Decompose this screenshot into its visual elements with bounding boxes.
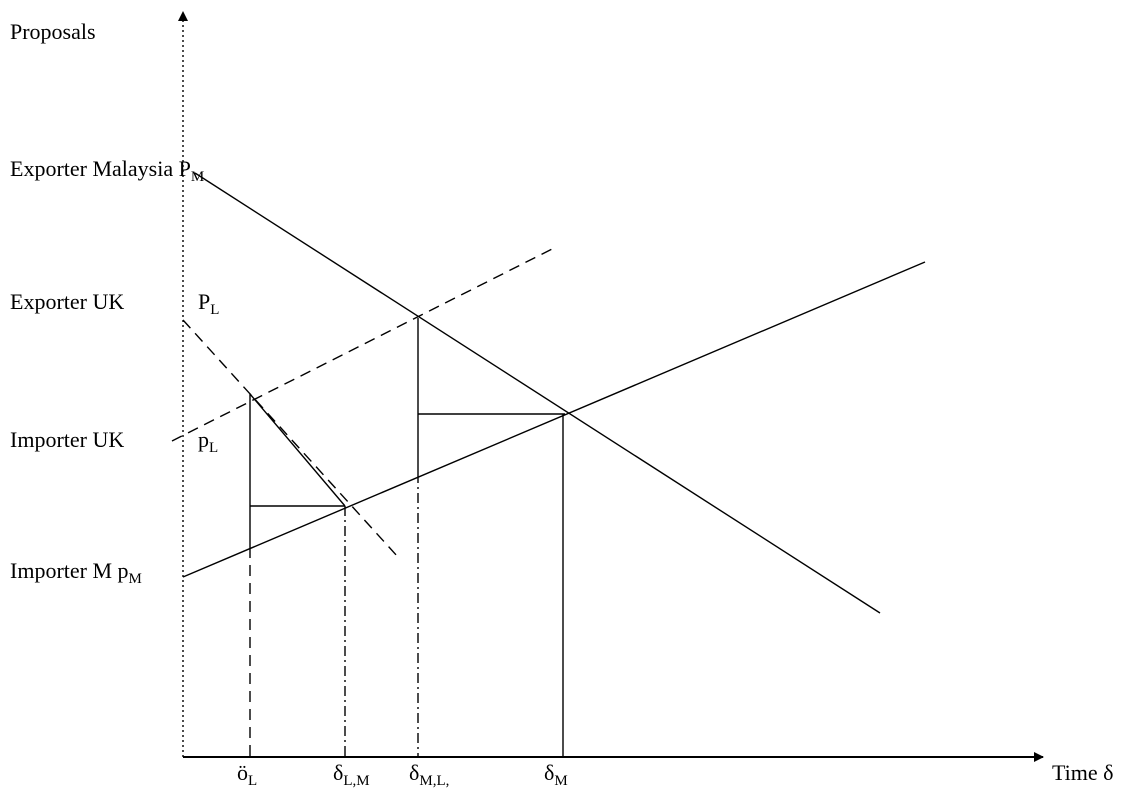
exporter-uk-symbol: PL [198, 289, 219, 318]
exporter-malaysia-label: Exporter Malaysia PM [10, 156, 204, 185]
x-tick-delta-ml: δM,L, [409, 760, 449, 789]
importer-uk-line [171, 246, 557, 442]
x-tick-delta-lm: δL,M [333, 760, 370, 789]
x-axis-label: Time δ [1052, 760, 1114, 785]
importer-m-label: Importer M pM [10, 558, 142, 587]
exporter-malaysia-line [194, 172, 881, 614]
importer-uk-label: Importer UK [10, 427, 124, 452]
exporter-uk-line [182, 319, 399, 558]
importer-uk-symbol: pL [198, 427, 218, 456]
importer-m-line [182, 261, 926, 578]
uk-diagonal-segment [249, 393, 346, 507]
x-tick-delta-m: δM [544, 760, 568, 789]
x-tick-ol: öL [237, 760, 257, 789]
y-axis-label: Proposals [10, 19, 96, 44]
exporter-uk-label: Exporter UK [10, 289, 124, 314]
